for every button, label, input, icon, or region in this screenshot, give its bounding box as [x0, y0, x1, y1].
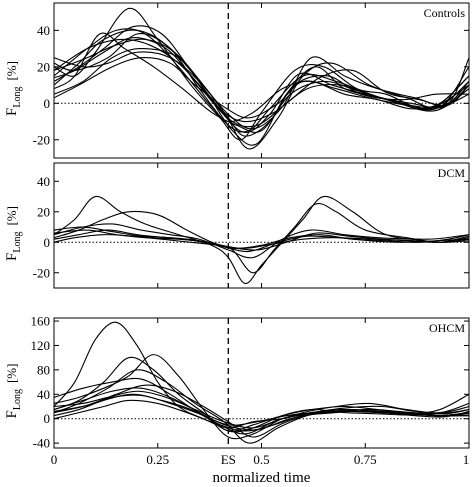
y-axis-label: FLong [%]: [4, 206, 23, 261]
panel-controls: -20 0 20 40 Controls FLong [%]: [4, 2, 470, 159]
series-line-2: [54, 7, 469, 141]
y-axis-label-unit: [%]: [4, 61, 19, 81]
y-tick-label: 40: [37, 174, 50, 189]
series-line-9: [54, 51, 469, 130]
y-axis-label-main: F: [4, 410, 20, 418]
x-tick-label: ES: [221, 452, 236, 467]
series-line-7: [54, 25, 469, 123]
panel-frame: [53, 2, 470, 159]
panel-title: Controls: [424, 6, 466, 20]
y-tick-label: -40: [33, 436, 50, 451]
series-line-4: [54, 377, 469, 426]
y-tick-label: 0: [44, 411, 51, 426]
series-line-12: [54, 37, 469, 134]
y-tick-label: 160: [31, 314, 51, 329]
series-line-11: [54, 384, 469, 438]
series-group: [54, 7, 469, 150]
y-axis-label: FLong [%]: [4, 61, 23, 116]
x-tick-label: 0: [51, 452, 58, 467]
y-tick-label: 20: [37, 59, 50, 74]
panel-title: DCM: [438, 166, 466, 180]
series-line-6: [54, 38, 469, 137]
x-axis-label: normalized time: [213, 470, 311, 486]
series-line-5: [54, 33, 469, 150]
series-line-8: [54, 32, 469, 133]
panel-frame: [53, 162, 470, 289]
y-tick-label: 0: [44, 235, 51, 250]
series-line-7: [54, 226, 469, 251]
y-axis-label-sub: Long: [12, 87, 23, 108]
y-axis-label-unit: [%]: [4, 206, 19, 226]
y-tick-label: -20: [33, 132, 50, 147]
panel-title: OHCM: [429, 321, 465, 335]
y-axis-label-sub: Long: [12, 389, 23, 410]
y-tick-label: 120: [31, 338, 51, 353]
series-line-6: [54, 234, 469, 249]
y-axis-label-sub: Long: [12, 232, 23, 253]
panel-dcm: -20 0 20 40 DCM FLong [%]: [4, 162, 470, 289]
series-line-9: [54, 399, 469, 432]
series-line-2: [54, 356, 469, 432]
y-axis-label: FLong [%]: [4, 364, 23, 419]
x-tick-label: 0.5: [253, 452, 269, 467]
x-tick-label: 0.25: [146, 452, 169, 467]
x-tick-label: 1: [463, 452, 470, 467]
series-line-11: [54, 38, 469, 128]
y-axis-label-main: F: [4, 108, 20, 116]
y-tick-label: 40: [37, 23, 50, 38]
series-line-2: [54, 203, 469, 274]
x-tick-label: 0.75: [354, 452, 377, 467]
y-tick-label: 20: [37, 204, 50, 219]
series-line-1: [54, 195, 469, 284]
series-line-3: [54, 223, 469, 259]
series-line-10: [54, 57, 469, 119]
series-line-10: [54, 394, 469, 431]
series-line-1: [54, 28, 469, 123]
series-line-8: [54, 390, 469, 429]
y-axis-label-unit: [%]: [4, 364, 19, 384]
y-tick-label: 40: [37, 387, 50, 402]
y-tick-label: 0: [44, 96, 51, 111]
series-group: [54, 321, 469, 444]
y-tick-label: 80: [37, 362, 50, 377]
y-axis-label-main: F: [4, 253, 20, 261]
series-group: [54, 195, 469, 284]
y-tick-label: -20: [33, 265, 50, 280]
